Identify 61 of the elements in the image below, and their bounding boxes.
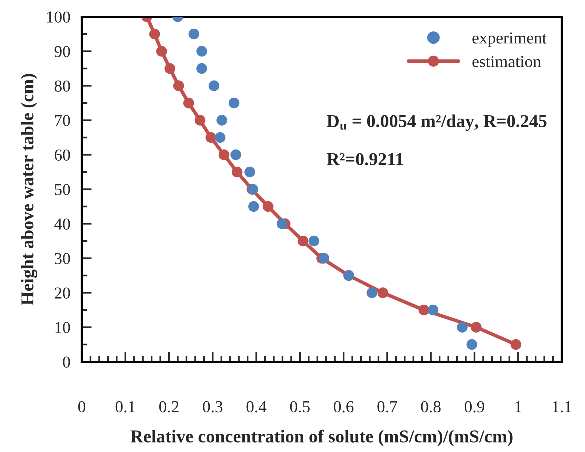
x-tick-label: 1: [516, 401, 522, 412]
x-tick-label: 0.7: [378, 401, 398, 413]
point: [218, 150, 230, 160]
x-tick-label: 0.3: [203, 401, 223, 413]
x-tick-label: 1.1: [553, 401, 572, 413]
point: [510, 339, 522, 350]
point: [196, 46, 208, 57]
point: [418, 304, 430, 316]
point: [188, 28, 200, 40]
y-axis-title: Height above water table (cm): [21, 74, 38, 306]
x-tick-label: 0.5: [290, 401, 310, 413]
point: [230, 150, 242, 160]
x-tick-label: 0.1: [116, 401, 136, 413]
x-tick-label: 0.9: [464, 401, 484, 413]
point: [244, 166, 256, 178]
point: [428, 304, 439, 316]
point: [214, 132, 226, 144]
point: [206, 132, 217, 144]
point: [232, 166, 243, 178]
point: [228, 98, 240, 109]
y-tick-label: 10: [56, 322, 70, 334]
y-tick-label: 90: [54, 46, 70, 58]
point: [184, 98, 194, 109]
x-tick-label: 0: [78, 401, 86, 413]
y-tick-label: 20: [54, 288, 70, 299]
y-tick-label: 50: [55, 184, 70, 196]
point: [149, 28, 160, 40]
y-tick-label: 60: [54, 150, 70, 161]
point: [173, 80, 184, 92]
y-tick-label: 100: [47, 12, 70, 23]
y-tick-label: 30: [55, 253, 70, 264]
x-tick-label: 0.8: [421, 401, 441, 413]
y-tick-label: 70: [55, 115, 70, 126]
x-tick-label: 0.2: [159, 401, 179, 413]
point: [194, 115, 206, 126]
point: [378, 288, 388, 298]
y-tick-label: 0: [63, 356, 70, 368]
point: [308, 236, 320, 247]
legend-label: estimation: [472, 56, 542, 68]
annotation: D$_{u}$ = 0.0054 m²/day, R=0.245: [327, 114, 547, 132]
point: [276, 218, 288, 230]
point: [164, 63, 176, 74]
point: [156, 46, 168, 57]
point: [318, 253, 330, 264]
point: [196, 63, 208, 74]
point: [457, 322, 468, 333]
point: [208, 80, 220, 92]
point: [248, 201, 260, 212]
point: [466, 339, 478, 350]
annotation: R²=0.9211: [327, 153, 404, 166]
point: [216, 115, 228, 126]
point: [262, 201, 274, 212]
point: [298, 236, 309, 247]
x-axis-title: Relative concentration of solute (mS/cm)/(mS/cm): [130, 430, 513, 446]
y-tick-label: 40: [54, 218, 70, 230]
legend-label: experiment: [472, 32, 547, 48]
y-tick-label: 80: [54, 80, 70, 92]
point: [471, 322, 482, 333]
x-tick-label: 0.4: [246, 401, 267, 413]
point: [366, 288, 378, 298]
x-tick-label: 0.6: [334, 401, 354, 413]
